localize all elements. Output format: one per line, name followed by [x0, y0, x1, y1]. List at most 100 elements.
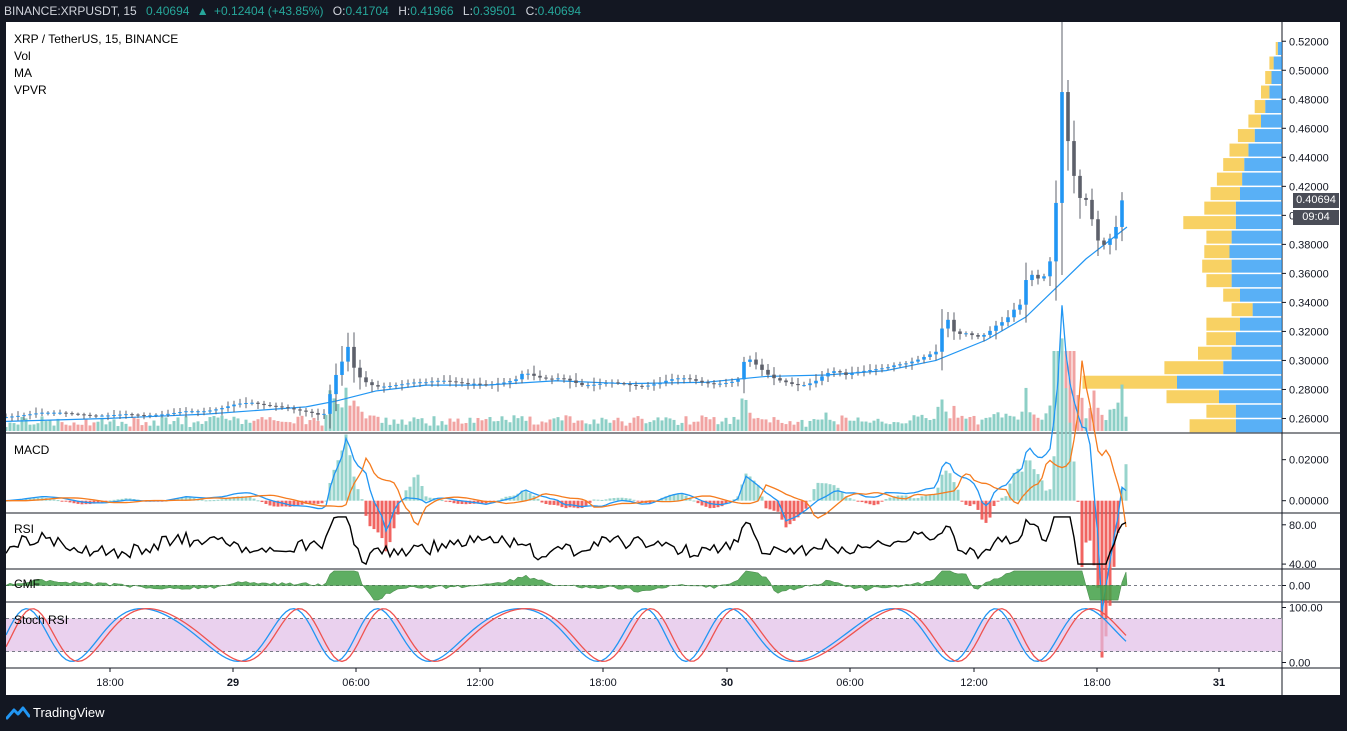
macd-histogram-bar — [316, 500, 320, 504]
volume-bar — [1120, 384, 1124, 431]
volume-bar — [956, 417, 960, 431]
macd-histogram-bar — [412, 477, 416, 501]
volume-bar — [856, 417, 860, 431]
vpvr-bar-up — [1231, 259, 1282, 273]
volume-bar — [496, 421, 500, 431]
candle-body — [682, 378, 686, 380]
macd-histogram-bar — [1040, 480, 1044, 501]
candle-body — [436, 380, 440, 382]
last-price: 0.40694 — [146, 4, 190, 18]
volume-bar — [320, 425, 324, 431]
candle-body — [916, 359, 920, 362]
volume-bar — [52, 425, 56, 431]
volume-bar — [1020, 411, 1024, 431]
last-price-tag: 0.40694 — [1293, 193, 1339, 208]
macd-label[interactable]: MACD — [14, 443, 50, 457]
candle-body — [532, 373, 536, 376]
volume-bar — [984, 417, 988, 431]
macd-histogram-bar — [20, 499, 24, 501]
macd-histogram-bar — [792, 500, 796, 521]
vpvr-bar-down — [1229, 143, 1249, 157]
volume-bar — [108, 421, 112, 431]
legend-ma[interactable]: MA — [14, 66, 32, 80]
macd-histogram-bar — [356, 489, 360, 501]
macd-histogram-bar — [404, 490, 408, 501]
candle-body — [400, 384, 404, 386]
candle-body — [244, 403, 248, 405]
legend-volume[interactable]: Vol — [14, 49, 31, 63]
volume-bar — [280, 421, 284, 431]
candle-body — [322, 413, 326, 415]
macd-histogram-bar — [688, 497, 692, 501]
tradingview-brand[interactable]: TradingView — [33, 705, 105, 720]
candle-body — [424, 382, 428, 384]
volume-bar — [804, 426, 808, 431]
macd-histogram-bar — [188, 497, 192, 501]
volume-bar — [536, 424, 540, 431]
candle-body — [214, 409, 218, 411]
stoch-rsi-label[interactable]: Stoch RSI — [14, 613, 69, 627]
candle-body — [76, 413, 80, 415]
candle-body — [772, 374, 776, 379]
candle-body — [874, 369, 878, 371]
macd-histogram-bar — [972, 500, 976, 505]
volume-bar — [116, 426, 120, 431]
tradingview-logo-icon[interactable] — [6, 705, 30, 721]
macd-histogram-bar — [540, 500, 544, 503]
volume-bar — [960, 415, 964, 431]
volume-bar — [396, 423, 400, 431]
macd-histogram-bar — [760, 496, 764, 501]
time-axis-label: 06:00 — [836, 677, 864, 689]
macd-histogram-bar — [584, 500, 588, 507]
macd-histogram-bar — [884, 499, 888, 501]
vpvr-bar-down — [1254, 100, 1266, 114]
legend-title[interactable]: XRP / TetherUS, 15, BINANCE — [14, 32, 179, 46]
candle-body — [256, 402, 260, 404]
volume-bar — [612, 420, 616, 431]
rsi-label[interactable]: RSI — [14, 522, 35, 536]
macd-histogram-bar — [220, 499, 224, 501]
macd-histogram-bar — [48, 498, 52, 501]
candle-body — [274, 405, 278, 407]
macd-histogram-bar — [324, 500, 328, 502]
cmf-label[interactable]: CMF — [14, 577, 40, 591]
macd-histogram-bar — [208, 500, 212, 502]
macd-histogram-bar — [800, 500, 804, 514]
ma-line — [6, 226, 1128, 422]
time-axis-label: 29 — [227, 677, 239, 689]
volume-bar — [468, 417, 472, 431]
legend-vpvr[interactable]: VPVR — [14, 83, 47, 97]
macd-histogram-bar — [756, 485, 760, 501]
vpvr-bar-down — [1216, 172, 1243, 186]
vpvr-bar-up — [1248, 143, 1282, 157]
candle-body — [646, 385, 650, 387]
volume-bar — [436, 425, 440, 431]
candle-body — [340, 361, 344, 375]
macd-histogram-bar — [992, 500, 996, 507]
macd-histogram-bar — [892, 496, 896, 501]
chart-area[interactable]: 0.52000 0.50000 0.48000 0.46000 0.44000 0.420… — [6, 22, 1340, 695]
volume-bar — [432, 416, 436, 431]
macd-histogram-bar — [408, 486, 412, 501]
macd-line — [6, 305, 1127, 613]
candle-body — [892, 365, 896, 368]
volume-bar — [316, 420, 320, 431]
candle-body — [190, 411, 194, 413]
candle-body — [1060, 92, 1064, 203]
volume-bar — [976, 424, 980, 431]
volume-bar — [760, 419, 764, 431]
candle-body — [676, 378, 680, 380]
candle-body — [748, 359, 752, 362]
candle-body — [640, 385, 644, 387]
volume-bar — [412, 417, 416, 431]
volume-bar — [448, 418, 452, 431]
volume-bar — [716, 424, 720, 431]
macd-histogram-bar — [288, 500, 292, 507]
candle-body — [1000, 322, 1004, 326]
chart-canvas[interactable]: 0.52000 0.50000 0.48000 0.46000 0.44000 0.420… — [6, 22, 1340, 695]
volume-bar — [232, 416, 236, 431]
macd-histogram-bar — [848, 498, 852, 501]
macd-histogram-bar — [60, 500, 64, 502]
symbol-label[interactable]: BINANCE:XRPUSDT, 15 — [4, 4, 137, 18]
candle-body — [34, 413, 38, 415]
